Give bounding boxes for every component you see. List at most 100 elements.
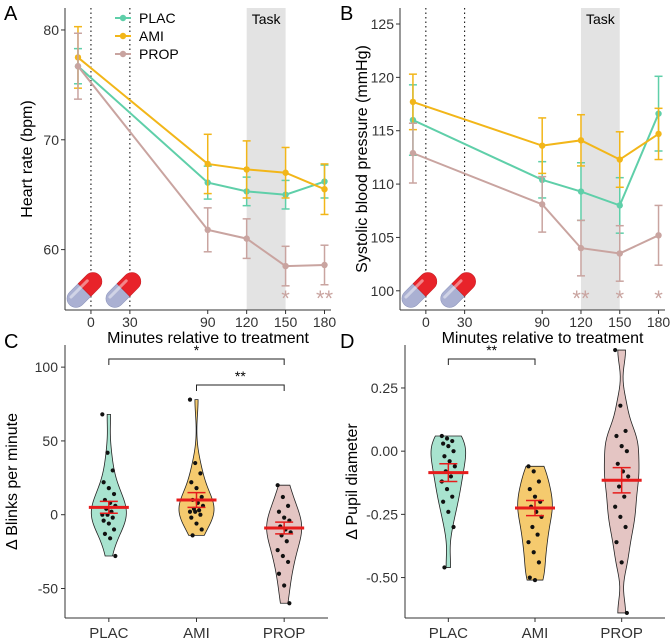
panel-c-data-point	[275, 483, 280, 488]
panel-a-significance-star: **	[316, 286, 334, 311]
panel-d-data-point	[441, 499, 446, 504]
panel-c-data-point	[110, 468, 115, 473]
panel-d-data-point	[530, 524, 535, 530]
panel-b-ytick-label: 100	[371, 283, 395, 299]
panel-b-xtick-label: 90	[534, 314, 550, 330]
panel-d-data-point	[624, 610, 629, 616]
panel-a-legend-label-plac: PLAC	[139, 10, 176, 26]
panel-b-pill-icon-2-red-half	[451, 272, 476, 297]
panel-label-a: A	[4, 3, 18, 25]
panel-d-significance-bracket: **	[447, 342, 536, 365]
panel-d-data-point	[532, 494, 538, 499]
panel-b-significance-star: **	[572, 286, 590, 311]
panel-a-pill-icon-1-shine	[69, 279, 89, 299]
panel-d-data-point	[526, 540, 531, 545]
panel-d-data-point	[441, 441, 446, 446]
panel-c-data-point	[190, 533, 195, 538]
panel-a-task-band	[246, 8, 286, 310]
panel-c-data-point	[193, 460, 198, 466]
panel-d-ytick-label: 0.00	[371, 443, 398, 459]
panel-c-data-point	[198, 512, 203, 517]
panel-b-xtick-label: 120	[569, 314, 593, 330]
panel-d-violin-prop	[601, 347, 642, 616]
panel-a-ytick-label: 60	[43, 242, 59, 258]
panel-c-data-point	[194, 521, 199, 526]
panel-a-point-ami	[321, 186, 328, 193]
panel-b-ytick-label: 115	[372, 123, 395, 139]
panel-b-series-plac	[408, 75, 663, 234]
panel-a-ytick-label: 70	[43, 132, 59, 148]
panel-c-bracket-line	[108, 358, 285, 365]
panel-a-y-axis-label: Heart rate (bpm)	[19, 100, 36, 217]
panel-b-pill-icon-2-shine	[443, 279, 463, 299]
panel-c-xtick-label-prop: PROP	[263, 625, 306, 642]
panel-d-data-point	[531, 469, 536, 474]
panel-b-significance-star: *	[654, 286, 663, 311]
panel-a-point-ami	[204, 160, 211, 168]
panel-c-data-point	[102, 531, 108, 536]
panel-a-xtick-label: 120	[235, 314, 259, 330]
panel-c-xtick-label-plac: PLAC	[89, 625, 128, 642]
panel-a-ytick-label: 80	[43, 22, 59, 38]
panel-d-data-point	[624, 449, 629, 454]
panel-c-ytick-label: 100	[35, 359, 59, 375]
panel-b-ytick-label: 120	[371, 69, 395, 85]
panel-d-data-point	[622, 494, 627, 499]
panel-d-data-point	[448, 474, 454, 479]
panel-b-task-band	[580, 8, 620, 310]
panel-c-data-point	[100, 412, 105, 417]
panel-d-bracket-line	[447, 358, 536, 365]
panel-d-violin-shape	[430, 435, 467, 568]
panel-c-data-point	[284, 539, 289, 544]
panel-b-pill-icon-1-red-half	[412, 272, 438, 297]
panel-c-data-point	[199, 527, 204, 532]
panel-c-bracket-label: *	[194, 342, 200, 358]
panel-b-series-ami	[408, 73, 663, 189]
panel-d-data-point	[619, 560, 624, 565]
panel-a-significance-star: *	[281, 286, 290, 311]
panel-a-point-prop	[321, 261, 328, 269]
panel-a-xtick-label: 30	[122, 314, 138, 330]
panel-d-data-point	[613, 347, 618, 353]
panel-d-ytick-label: 0.25	[371, 380, 398, 396]
panel-c-y-axis-label: Δ Blinks per minute	[4, 413, 21, 550]
panel-d-data-point	[444, 436, 450, 441]
panel-c-data-point	[282, 515, 287, 520]
panel-d-data-point	[442, 565, 447, 570]
panel-c-ytick-label: 0	[50, 507, 58, 523]
panel-b-point-ami	[616, 156, 623, 163]
panel-c-data-point	[285, 559, 291, 565]
panel-d-data-point	[527, 575, 532, 580]
panel-label-d: D	[340, 331, 354, 353]
panel-a-line-prop	[77, 65, 325, 268]
panel-b-xtick-label: 0	[422, 314, 430, 330]
panel-c-data-point	[197, 508, 202, 513]
panel-a-pill-icon-2-red-half	[116, 272, 142, 297]
panel-a-xtick-label: 150	[274, 314, 298, 330]
panel-c-violin-ami	[176, 397, 217, 538]
panel-d-data-point	[444, 486, 450, 492]
panel-c-data-point	[106, 486, 111, 491]
panel-c-data-point	[187, 397, 193, 402]
panel-d-bracket-label: **	[486, 342, 497, 358]
panel-c-data-point	[108, 536, 113, 541]
panel-c-data-point	[187, 509, 193, 514]
panel-a-legend-marker	[119, 50, 127, 58]
panel-d-ytick-label: -0.25	[366, 506, 398, 522]
panel-b-pill-icon-2-blue-half	[440, 283, 465, 308]
panel-d-pupil: -0.50 -0.25 0.00 0.25 PLAC AMI PROP Δ Pupil dia…	[344, 342, 665, 642]
panel-c-data-point	[106, 521, 111, 526]
panel-d-data-point	[614, 540, 619, 545]
panel-b-blood-pressure: Task 100 105 110 115 120 125 0 30 90 120 150 180Minu…	[354, 8, 670, 347]
panel-a-pill-icon-1-blue-half	[66, 283, 92, 308]
panel-c-data-point	[193, 509, 198, 514]
panel-c-bracket-line	[196, 384, 285, 391]
panel-a-pill-icon-1	[66, 272, 103, 308]
panel-c-ytick-label: 50	[42, 433, 58, 449]
panel-b-y-axis-label: Systolic blood pressure (mmHg)	[354, 45, 371, 273]
panel-c-blinks: -50 0 50 100 PLAC AMI PROP Δ Blinks per minute *…	[4, 342, 328, 642]
panel-c-data-point	[111, 527, 117, 532]
panel-d-y-axis-label: Δ Pupil diameter	[344, 423, 361, 540]
panel-b-ytick-label: 105	[371, 229, 395, 245]
